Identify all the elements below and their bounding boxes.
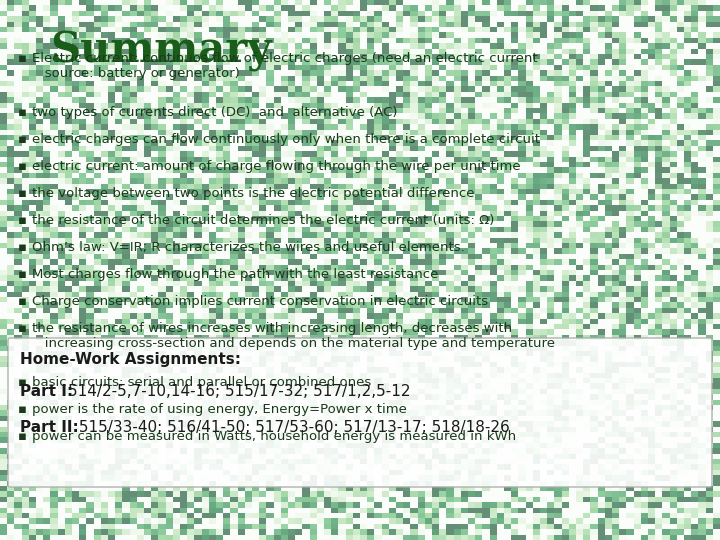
Text: Part I:: Part I: [20, 384, 73, 399]
Text: Charge conservation implies current conservation in electric circuits: Charge conservation implies current cons… [32, 295, 488, 308]
Text: ▪: ▪ [18, 214, 27, 227]
Text: 515/33-40; 516/41-50; 517/53-60; 517/13-17; 518/18-26: 515/33-40; 516/41-50; 517/53-60; 517/13-… [74, 420, 510, 435]
Text: ▪: ▪ [18, 295, 27, 308]
Text: ▪: ▪ [18, 106, 27, 119]
Text: ▪: ▪ [18, 403, 27, 416]
Text: Summary: Summary [50, 30, 271, 72]
Text: ▪: ▪ [18, 160, 27, 173]
Text: Electric current: continuos flow of electric charges (need an electric current
 : Electric current: continuos flow of elec… [32, 52, 538, 80]
Text: the resistance of the circuit determines the electric current (units: Ω): the resistance of the circuit determines… [32, 214, 495, 227]
Text: 514/2-5,7-10,14-16; 515/17-32; 517/1,2,5-12: 514/2-5,7-10,14-16; 515/17-32; 517/1,2,5… [68, 384, 410, 399]
Text: Ohm’s law: V=IR; R characterizes the wires and useful elements.: Ohm’s law: V=IR; R characterizes the wir… [32, 241, 464, 254]
Text: Home-Work Assignments:: Home-Work Assignments: [20, 352, 241, 367]
Text: electric charges can flow continuously only when there is a complete circuit: electric charges can flow continuously o… [32, 133, 540, 146]
Text: two types of currents direct (DC)  and  alternative (AC): two types of currents direct (DC) and al… [32, 106, 397, 119]
Text: ▪: ▪ [18, 268, 27, 281]
Text: basic circuits: serial and parallel or combined ones: basic circuits: serial and parallel or c… [32, 376, 372, 389]
Text: ▪: ▪ [18, 376, 27, 389]
Text: ▪: ▪ [18, 133, 27, 146]
FancyBboxPatch shape [8, 338, 712, 487]
Text: ▪: ▪ [18, 430, 27, 443]
Text: Part II:: Part II: [20, 420, 78, 435]
Text: ▪: ▪ [18, 241, 27, 254]
Text: ▪: ▪ [18, 322, 27, 335]
Text: ▪: ▪ [18, 187, 27, 200]
Text: electric current: amount of charge flowing through the wire per unit time: electric current: amount of charge flowi… [32, 160, 521, 173]
Text: ▪: ▪ [18, 52, 27, 65]
Text: the resistance of wires increases with increasing length, decreases with
   incr: the resistance of wires increases with i… [32, 322, 555, 350]
Text: the voltage between two points is the electric potential difference: the voltage between two points is the el… [32, 187, 474, 200]
Text: power is the rate of using energy, Energy=Power x time: power is the rate of using energy, Energ… [32, 403, 407, 416]
Text: power can be measured in Watts, household energy is measured in kWh: power can be measured in Watts, househol… [32, 430, 516, 443]
Text: Most charges flow through the path with the least resistance: Most charges flow through the path with … [32, 268, 438, 281]
